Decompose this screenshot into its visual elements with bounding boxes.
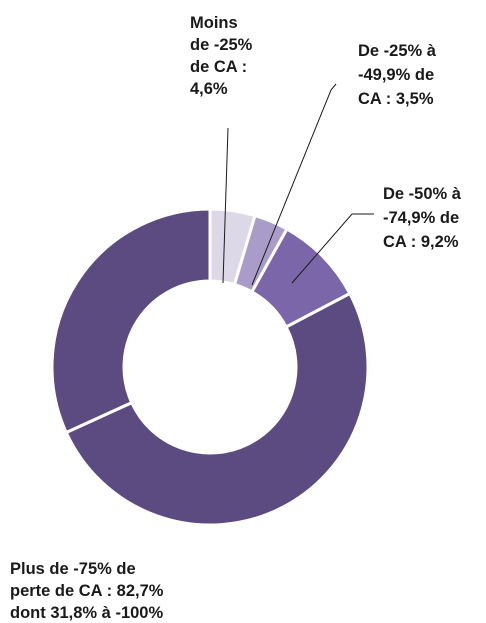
leader-lines [222, 83, 374, 286]
segment-label: CA : 9,2% [383, 233, 459, 251]
segment-label: -49,9% de [358, 66, 434, 84]
segment-label: de CA : [190, 58, 247, 76]
donut-segment [64, 291, 370, 527]
segment-label: 4,6% [190, 80, 228, 98]
segment-label: Moins [190, 14, 238, 32]
segment-label: -74,9% de [383, 209, 459, 227]
leader-line [222, 127, 229, 284]
segment-label: De -50% à [383, 185, 462, 203]
segment-label: perte de CA : 82,7% [10, 582, 164, 600]
segment-label: de -25% [190, 36, 253, 54]
segment-label: De -25% à [358, 42, 437, 60]
leader-line [291, 213, 374, 284]
leader-line [251, 83, 337, 286]
donut-segment [50, 207, 212, 435]
segment-label: Plus de -75% de [10, 560, 136, 578]
segment-label: CA : 3,5% [358, 90, 434, 108]
segment-label: dont 31,8% à -100% [10, 604, 163, 622]
